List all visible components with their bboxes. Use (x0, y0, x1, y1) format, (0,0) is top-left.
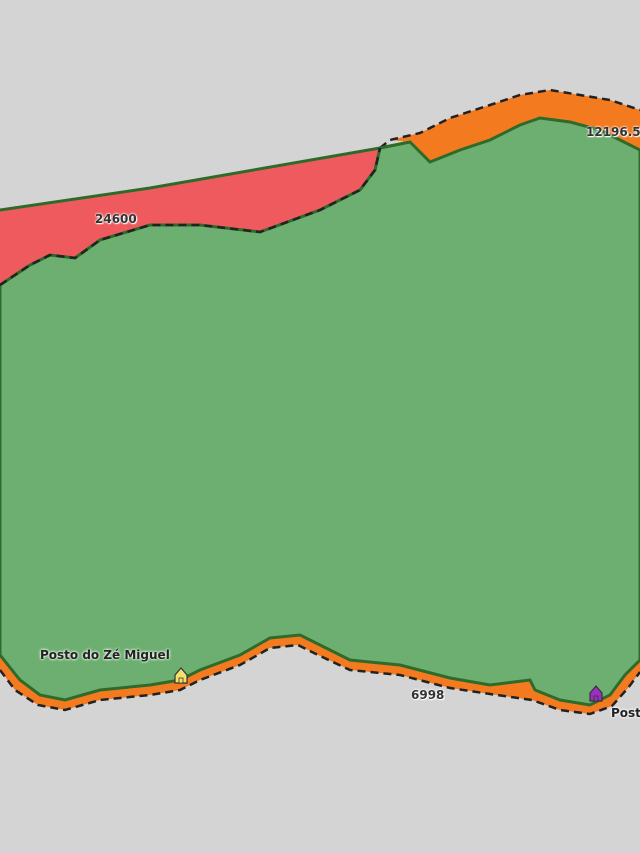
place-label-posto-ze-miguel[interactable]: Posto do Zé Miguel (40, 648, 170, 662)
green-area[interactable] (0, 116, 640, 707)
orange-band-bottom[interactable] (0, 635, 640, 714)
orange-bottom-dashed-border (0, 643, 640, 716)
red-green-dashed-border (0, 147, 382, 287)
orange-top-label: 12196.5 (586, 125, 640, 139)
red-area-label: 24600 (95, 212, 137, 226)
orange-bottom-label: 6998 (411, 688, 445, 702)
red-area[interactable] (0, 148, 380, 285)
orange-top-dashed-border (379, 88, 640, 149)
house-icon[interactable] (174, 667, 188, 684)
house-icon[interactable] (589, 685, 603, 702)
place-label-post[interactable]: Post (611, 706, 640, 720)
